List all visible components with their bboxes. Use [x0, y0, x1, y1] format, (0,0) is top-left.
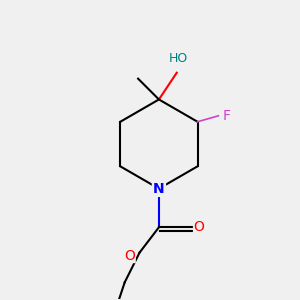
Text: O: O — [124, 248, 135, 262]
Text: O: O — [194, 220, 205, 234]
Text: N: N — [153, 182, 165, 196]
Text: F: F — [223, 109, 231, 123]
Text: HO: HO — [169, 52, 188, 65]
